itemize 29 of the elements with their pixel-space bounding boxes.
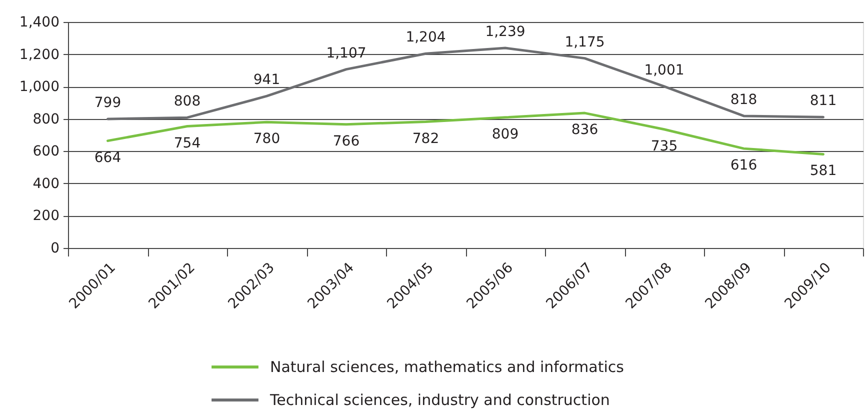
y-tick-label: 200 bbox=[32, 208, 60, 224]
data-label: 616 bbox=[730, 158, 758, 174]
data-label: 581 bbox=[810, 163, 837, 180]
data-label: 836 bbox=[571, 122, 598, 138]
y-tick-label: 0 bbox=[50, 240, 60, 256]
data-label: 780 bbox=[253, 131, 280, 148]
data-label: 754 bbox=[174, 135, 201, 152]
data-label: 1,175 bbox=[564, 34, 605, 50]
y-tick-label: 1,400 bbox=[19, 14, 60, 30]
data-label: 1,239 bbox=[485, 24, 526, 40]
data-label: 782 bbox=[412, 130, 440, 147]
data-label: 811 bbox=[810, 93, 837, 110]
data-label: 809 bbox=[492, 126, 519, 142]
data-label: 1,001 bbox=[644, 62, 684, 78]
data-label: 799 bbox=[94, 95, 122, 112]
data-label: 808 bbox=[174, 94, 201, 110]
y-tick-label: 600 bbox=[32, 144, 60, 160]
data-label: 941 bbox=[253, 72, 280, 88]
y-tick-label: 1,200 bbox=[19, 46, 60, 63]
legend-label: Technical sciences, industry and construction bbox=[269, 391, 610, 409]
data-label: 766 bbox=[332, 133, 360, 150]
y-tick-label: 800 bbox=[32, 111, 60, 128]
data-label: 1,204 bbox=[406, 30, 446, 46]
data-label: 818 bbox=[730, 92, 758, 108]
legend-label: Natural sciences, mathematics and informatics bbox=[270, 358, 624, 376]
y-tick-label: 400 bbox=[32, 176, 60, 192]
y-tick-label: 1,000 bbox=[19, 79, 60, 96]
data-label: 735 bbox=[650, 138, 678, 154]
data-label: 664 bbox=[94, 150, 122, 166]
